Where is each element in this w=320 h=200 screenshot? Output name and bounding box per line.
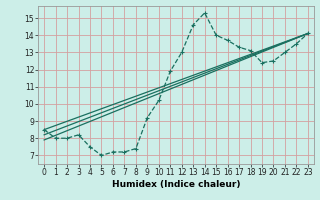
X-axis label: Humidex (Indice chaleur): Humidex (Indice chaleur) xyxy=(112,180,240,189)
